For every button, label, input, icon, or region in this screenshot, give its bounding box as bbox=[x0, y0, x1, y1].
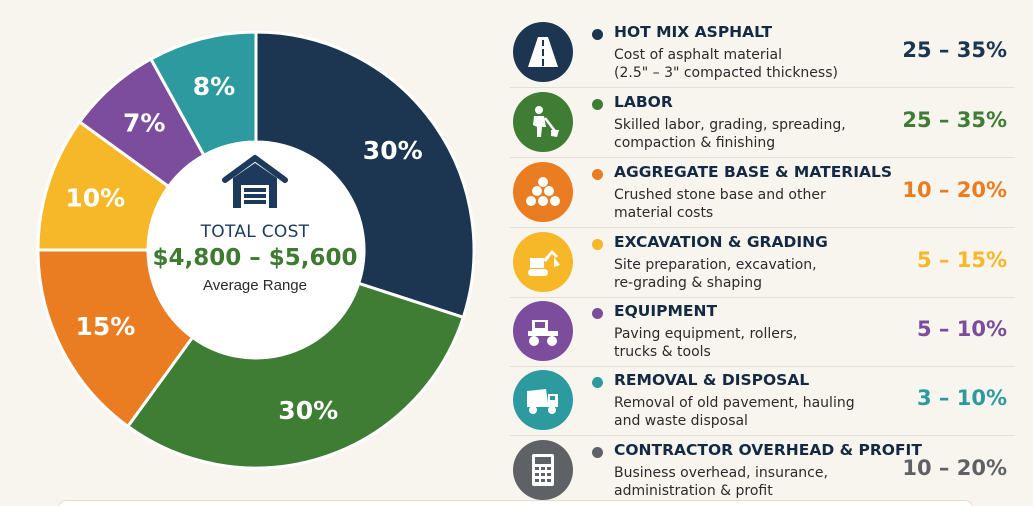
legend-description: Paving equipment, rollers, trucks & tools bbox=[614, 325, 864, 361]
legend-description-line: and waste disposal bbox=[614, 413, 748, 429]
legend-description-line: Business overhead, insurance, bbox=[614, 465, 828, 481]
legend-description-line: material costs bbox=[614, 205, 714, 221]
legend-description-line: Skilled labor, grading, spreading, bbox=[614, 117, 846, 133]
legend-description-line: Site preparation, excavation, bbox=[614, 257, 817, 273]
legend-description: Removal of old pavement, hauling and wast… bbox=[614, 394, 864, 430]
legend-description-line: compaction & finishing bbox=[614, 135, 776, 151]
donut-slice-label-6: 8% bbox=[193, 72, 235, 101]
legend-bullet bbox=[592, 447, 603, 458]
donut-slice-label-4: 10% bbox=[65, 183, 125, 212]
legend-bullet bbox=[592, 169, 603, 180]
road-icon bbox=[513, 22, 573, 82]
legend-description-line: Crushed stone base and other bbox=[614, 187, 826, 203]
legend-description: Business overhead, insurance, administrat… bbox=[614, 464, 864, 500]
legend-title: EQUIPMENT bbox=[614, 302, 718, 320]
cost-donut-chart: 30% 30% 15% 10% 7% 8% bbox=[36, 30, 476, 470]
legend-bullet bbox=[592, 377, 603, 388]
donut-slice-label-5: 7% bbox=[123, 109, 165, 138]
donut-slice-label-2: 30% bbox=[278, 396, 338, 425]
roller-icon bbox=[513, 301, 573, 361]
legend-description: Site preparation, excavation, re-grading … bbox=[614, 256, 864, 292]
legend-row: HOT MIX ASPHALT Cost of asphalt material (… bbox=[510, 18, 1015, 88]
legend-bullet bbox=[592, 99, 603, 110]
worker-shovel-icon bbox=[513, 92, 573, 152]
legend-description-line: Cost of asphalt material bbox=[614, 47, 782, 63]
total-cost-value: $4,800 – $5,600 bbox=[152, 245, 358, 271]
legend-bullet bbox=[592, 308, 603, 319]
donut-slice-label-3: 15% bbox=[75, 312, 135, 341]
legend-description-line: Paving equipment, rollers, bbox=[614, 326, 798, 342]
legend-bullet bbox=[592, 239, 603, 250]
legend-range: 5 – 10% bbox=[917, 317, 1007, 341]
legend-description: Cost of asphalt material (2.5" – 3" compa… bbox=[614, 46, 864, 82]
dump-truck-icon bbox=[513, 370, 573, 430]
legend-description-line: trucks & tools bbox=[614, 344, 711, 360]
legend-title: LABOR bbox=[614, 93, 673, 111]
total-cost-title: TOTAL COST bbox=[200, 222, 310, 242]
legend-range: 10 – 20% bbox=[902, 456, 1007, 480]
legend-range: 10 – 20% bbox=[902, 178, 1007, 202]
total-cost-subtitle: Average Range bbox=[203, 277, 307, 294]
stone-pile-icon bbox=[513, 162, 573, 222]
legend-description-line: re-grading & shaping bbox=[614, 275, 762, 291]
legend-range: 3 – 10% bbox=[917, 386, 1007, 410]
donut-center: TOTAL COST $4,800 – $5,600 Average Range bbox=[147, 142, 363, 358]
legend-row: REMOVAL & DISPOSAL Removal of old pavemen… bbox=[510, 366, 1015, 436]
legend-title: EXCAVATION & GRADING bbox=[614, 233, 828, 251]
legend-title: HOT MIX ASPHALT bbox=[614, 23, 773, 41]
legend-bullet bbox=[592, 29, 603, 40]
legend-row: AGGREGATE BASE & MATERIALS Crushed stone … bbox=[510, 158, 1015, 228]
legend-description-line: (2.5" – 3" compacted thickness) bbox=[614, 65, 838, 81]
footer-card bbox=[58, 500, 973, 506]
legend-row: LABOR Skilled labor, grading, spreading, c… bbox=[510, 88, 1015, 158]
donut-slice-label-1: 30% bbox=[363, 136, 423, 165]
legend-description-line: Removal of old pavement, hauling bbox=[614, 395, 855, 411]
legend-range: 25 – 35% bbox=[902, 38, 1007, 62]
legend-range: 25 – 35% bbox=[902, 108, 1007, 132]
legend-row: CONTRACTOR OVERHEAD & PROFIT Business ove… bbox=[510, 436, 1015, 506]
legend-description-line: administration & profit bbox=[614, 483, 773, 499]
calculator-icon bbox=[513, 440, 573, 500]
legend-description: Crushed stone base and other material cos… bbox=[614, 186, 864, 222]
legend-description: Skilled labor, grading, spreading, compac… bbox=[614, 116, 864, 152]
donut-center-disc bbox=[148, 142, 364, 358]
legend-row: EXCAVATION & GRADING Site preparation, ex… bbox=[510, 228, 1015, 298]
legend-title: AGGREGATE BASE & MATERIALS bbox=[614, 163, 893, 181]
legend-title: CONTRACTOR OVERHEAD & PROFIT bbox=[614, 441, 922, 459]
legend-range: 5 – 15% bbox=[917, 248, 1007, 272]
legend-title: REMOVAL & DISPOSAL bbox=[614, 371, 810, 389]
legend-row: EQUIPMENT Paving equipment, rollers, truck… bbox=[510, 297, 1015, 367]
excavator-icon bbox=[513, 232, 573, 292]
house-icon bbox=[222, 155, 288, 208]
